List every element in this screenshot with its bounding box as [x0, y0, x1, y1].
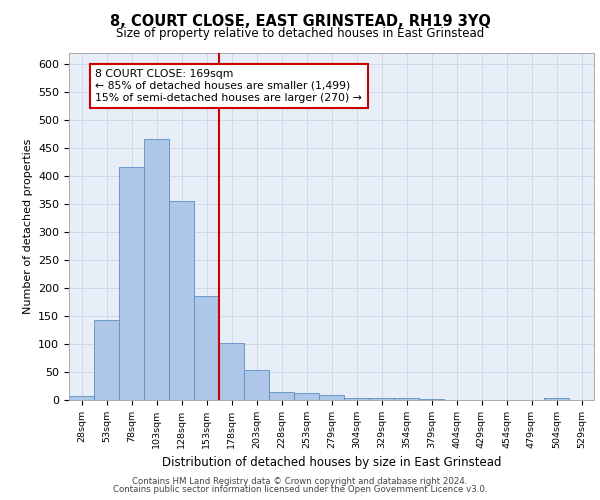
Bar: [219, 344, 244, 400]
Text: Contains public sector information licensed under the Open Government Licence v3: Contains public sector information licen…: [113, 485, 487, 494]
Bar: [294, 394, 319, 400]
Bar: [69, 396, 94, 400]
Bar: [244, 370, 269, 400]
Text: Size of property relative to detached houses in East Grinstead: Size of property relative to detached ho…: [116, 28, 484, 40]
Bar: [169, 201, 194, 400]
Text: 8, COURT CLOSE, EAST GRINSTEAD, RH19 3YQ: 8, COURT CLOSE, EAST GRINSTEAD, RH19 3YQ: [110, 14, 490, 29]
Text: Contains HM Land Registry data © Crown copyright and database right 2024.: Contains HM Land Registry data © Crown c…: [132, 477, 468, 486]
Bar: [544, 398, 569, 400]
Bar: [394, 398, 419, 400]
Bar: [144, 140, 169, 400]
Bar: [369, 398, 394, 400]
Bar: [119, 167, 144, 400]
Bar: [344, 398, 369, 400]
Bar: [269, 392, 294, 400]
Bar: [319, 395, 344, 400]
Bar: [94, 320, 119, 400]
X-axis label: Distribution of detached houses by size in East Grinstead: Distribution of detached houses by size …: [162, 456, 501, 469]
Bar: [194, 296, 219, 400]
Y-axis label: Number of detached properties: Number of detached properties: [23, 138, 32, 314]
Text: 8 COURT CLOSE: 169sqm
← 85% of detached houses are smaller (1,499)
15% of semi-d: 8 COURT CLOSE: 169sqm ← 85% of detached …: [95, 70, 362, 102]
